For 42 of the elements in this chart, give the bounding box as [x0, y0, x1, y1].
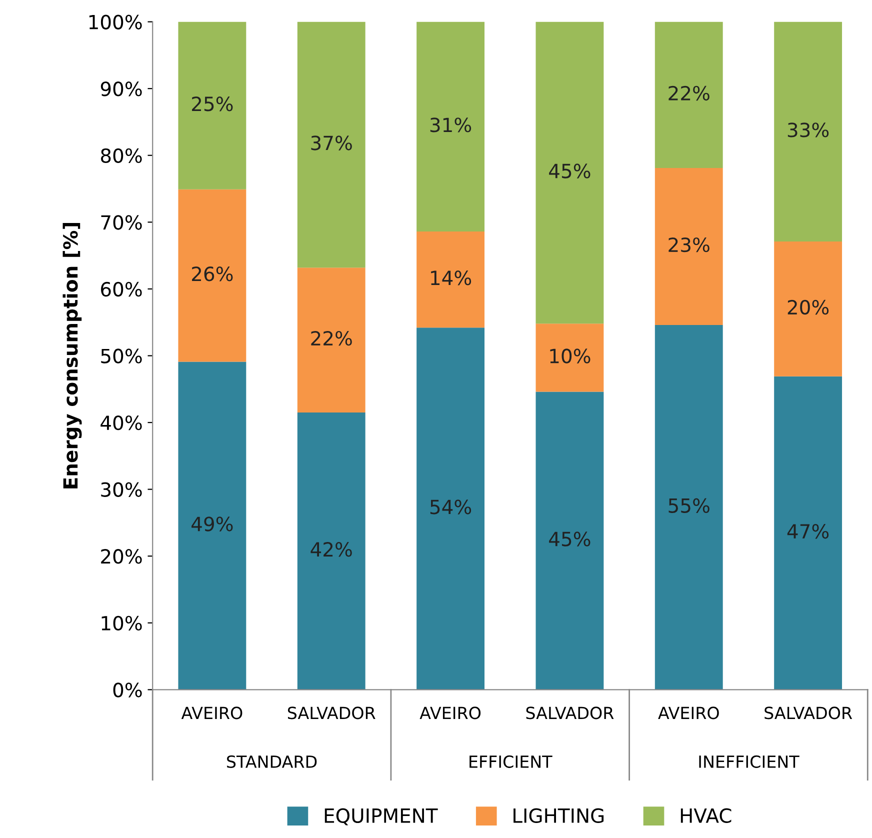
- y-tick-label: 60%: [101, 282, 142, 297]
- data-label: 49%: [192, 516, 233, 532]
- data-label: 55%: [668, 498, 710, 513]
- y-tick-label: 90%: [100, 82, 142, 96]
- data-label: 54%: [430, 500, 472, 514]
- y-tick-label: 50%: [101, 348, 142, 364]
- y-tick-label: 40%: [100, 415, 142, 430]
- data-label: 37%: [311, 136, 352, 150]
- text: INEFFICIENT: [699, 755, 800, 768]
- data-label: 31%: [430, 118, 472, 132]
- data-label: 33%: [788, 122, 829, 138]
- y-tick-label: 100%: [89, 14, 142, 30]
- y-tick-label: 10%: [102, 616, 142, 631]
- legend-label: EQUIPMENT: [324, 808, 438, 826]
- x-tick-label: AVEIRO: [181, 706, 242, 720]
- y-axis-title: Energy consumption [%]: [62, 223, 82, 488]
- data-label: 25%: [192, 96, 233, 112]
- data-label: 47%: [787, 524, 829, 539]
- data-label: 26%: [192, 266, 233, 282]
- y-tick-label: 70%: [101, 215, 142, 230]
- legend-label: LIGHTING: [514, 808, 604, 823]
- x-tick-label: SALVADOR: [526, 706, 614, 720]
- x-tick-label: SALVADOR: [764, 706, 852, 720]
- y-tick-label: 20%: [101, 549, 142, 564]
- text: STANDARD: [227, 755, 317, 768]
- y-tick-label: 0%: [113, 682, 142, 698]
- x-tick-label: AVEIRO: [658, 706, 719, 720]
- text: EFFICIENT: [470, 755, 552, 768]
- y-tick-label: 80%: [100, 148, 142, 164]
- y-tick-label: 30%: [101, 482, 142, 497]
- data-label: 45%: [549, 164, 590, 178]
- data-label: 42%: [310, 542, 352, 557]
- data-label: 22%: [668, 86, 710, 101]
- legend-label: HVAC: [680, 808, 732, 823]
- data-label: 20%: [788, 300, 829, 315]
- data-label: 14%: [431, 270, 472, 286]
- data-label: 45%: [549, 532, 590, 546]
- data-label: 23%: [668, 237, 710, 252]
- x-tick-label: AVEIRO: [420, 706, 481, 720]
- data-label: 10%: [550, 348, 590, 364]
- data-label: 22%: [311, 330, 352, 346]
- x-tick-label: SALVADOR: [288, 706, 376, 720]
